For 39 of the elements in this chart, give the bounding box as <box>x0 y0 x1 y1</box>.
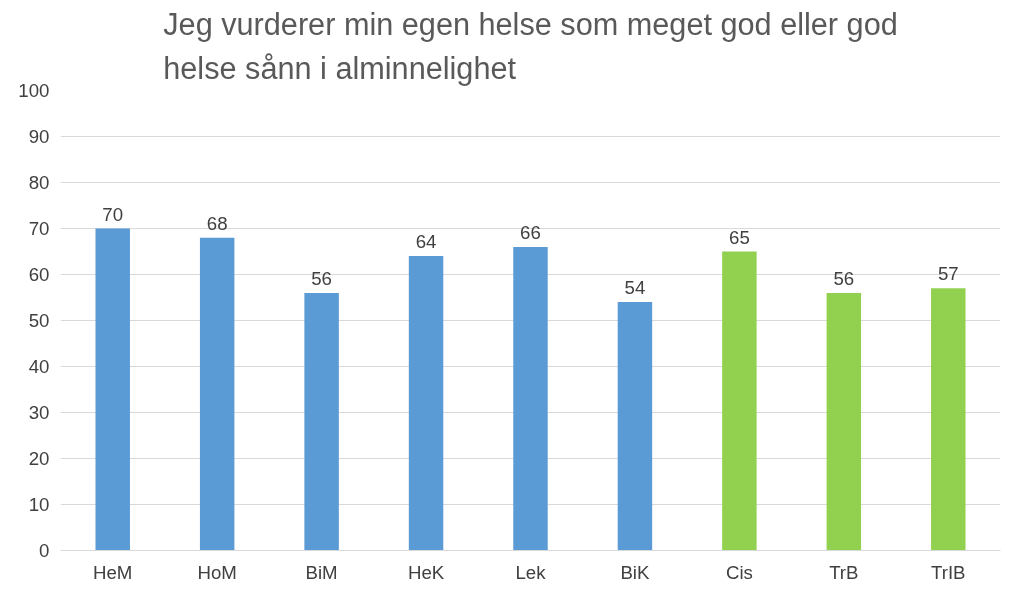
data-label: 70 <box>102 203 124 225</box>
bar <box>722 251 757 551</box>
y-tick-label: 30 <box>28 402 50 423</box>
bar <box>304 292 339 551</box>
y-tick-label: 20 <box>28 448 50 469</box>
x-tick-label: HoM <box>197 561 237 583</box>
data-label: 66 <box>520 221 541 243</box>
y-tick-label: 10 <box>28 494 50 515</box>
y-tick-label: 60 <box>28 264 50 285</box>
data-label: 57 <box>937 263 959 285</box>
data-label: 54 <box>624 277 646 299</box>
bar <box>617 302 653 551</box>
x-tick-label: TrIB <box>931 561 966 583</box>
bar <box>826 292 862 551</box>
y-tick-label: 0 <box>39 540 50 561</box>
x-tick-label: Lek <box>515 561 547 583</box>
y-tick-label: 90 <box>28 126 50 147</box>
x-tick-label: TrB <box>829 561 859 583</box>
x-tick-label: HeK <box>407 561 445 583</box>
y-tick-label: 70 <box>28 218 50 239</box>
bar <box>95 228 130 551</box>
x-tick-label: BiK <box>620 561 651 583</box>
bar <box>513 246 548 551</box>
data-label: 65 <box>729 226 750 248</box>
x-tick-label: HeM <box>93 561 133 583</box>
y-tick-label: 80 <box>28 172 50 193</box>
x-tick-label: BiM <box>305 561 338 583</box>
x-tick-label: Cis <box>725 561 753 583</box>
y-tick-label: 50 <box>28 310 50 331</box>
y-tick-label: 100 <box>18 80 50 101</box>
bar <box>199 237 235 551</box>
y-tick-label: 40 <box>28 356 50 377</box>
data-label: 64 <box>415 231 437 253</box>
data-label: 56 <box>311 267 332 289</box>
bar <box>408 256 444 551</box>
data-label: 56 <box>833 267 855 289</box>
chart-title: Jeg vurderer min egen helse som meget god eller god helse sånn i alminnelighet <box>163 7 898 87</box>
data-label: 68 <box>206 212 228 234</box>
bar <box>931 288 966 551</box>
